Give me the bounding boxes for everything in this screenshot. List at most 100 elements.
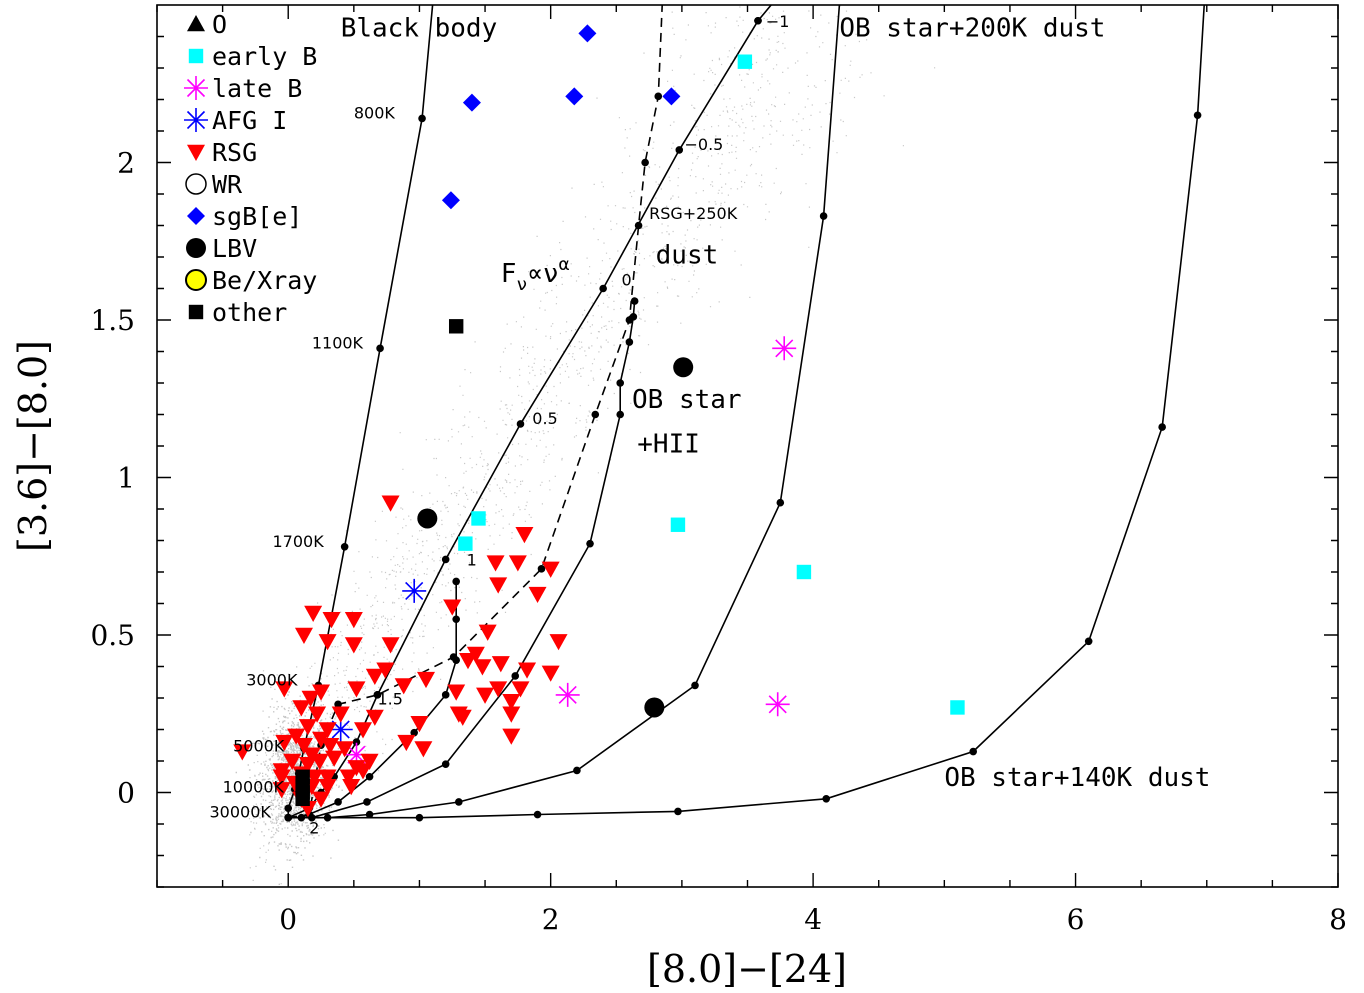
legend-marker <box>185 269 207 291</box>
point-rsg <box>344 612 363 629</box>
point-rsg <box>339 769 358 786</box>
model-node <box>625 316 634 324</box>
annotations: Black body OB star+200K dust RSG+250K dust O… <box>209 12 1210 837</box>
x-tick-label: 8 <box>1329 903 1347 936</box>
model-node <box>591 410 600 419</box>
point-early-b <box>796 564 812 580</box>
legend-marker <box>186 238 206 258</box>
point-rsg <box>304 605 323 622</box>
model-tracks <box>284 4 1205 822</box>
point-rsg <box>322 612 341 629</box>
model-node <box>969 747 978 756</box>
point-rsg <box>515 527 534 544</box>
model-node <box>634 221 643 230</box>
point-rsg <box>541 665 560 682</box>
point-rsg <box>275 681 294 698</box>
fnu-label: Fν∝να <box>501 254 570 295</box>
point-sgb-e- <box>565 87 584 106</box>
point-early-b <box>471 511 486 526</box>
point-rsg <box>489 577 508 594</box>
point-late-b <box>555 682 580 707</box>
legend-label: WR <box>212 170 243 199</box>
annotation: 5000K <box>233 737 285 756</box>
annotation: OB star <box>632 385 742 415</box>
model-node <box>334 798 342 806</box>
point-rsg <box>473 659 492 676</box>
x-tick-label: 0 <box>279 903 297 936</box>
legend-label: late B <box>212 74 302 103</box>
model-node <box>822 795 831 803</box>
x-tick-label: 6 <box>1067 903 1085 936</box>
model-node <box>415 813 424 822</box>
annotation: Black body <box>341 14 498 44</box>
point-rsg <box>331 706 350 723</box>
annotation: OB star+200K dust <box>839 14 1105 44</box>
point-rsg <box>318 722 337 739</box>
point-rsg <box>298 719 317 736</box>
annotation: 1100K <box>312 333 364 352</box>
legend-label: other <box>212 298 287 327</box>
model-node <box>511 672 520 680</box>
model-node <box>819 212 828 220</box>
point-rsg <box>298 756 317 774</box>
point-rsg <box>502 693 521 711</box>
model-node <box>441 691 450 699</box>
annotation: −1 <box>766 12 790 31</box>
point-rsg <box>312 731 331 748</box>
point-rsg <box>502 728 521 745</box>
model-node <box>441 760 450 768</box>
annotation: 30000K <box>209 803 271 822</box>
model-node <box>376 344 384 353</box>
model-node <box>533 810 542 819</box>
model-node <box>455 798 463 806</box>
data-points <box>233 24 965 818</box>
axes-frame: 0 2 4 6 8 0 0.5 1 1.5 2 <box>90 4 1347 936</box>
point-lbv <box>644 697 665 718</box>
y-tick-label: 1 <box>117 462 135 495</box>
model-node <box>449 653 458 661</box>
point-rsg <box>308 706 327 723</box>
annotation: 10000K <box>223 778 285 797</box>
point-rsg <box>376 662 395 679</box>
point-rsg <box>476 687 495 704</box>
tick-marks <box>156 5 1339 888</box>
point-rsg <box>312 791 331 808</box>
x-axis-label: [8.0]−[24] <box>647 947 847 991</box>
annotation: RSG+250K <box>649 204 738 223</box>
point-rsg <box>318 779 337 796</box>
annotation: 1 <box>467 551 477 570</box>
model-node <box>586 539 594 548</box>
legend-label: Be/Xray <box>212 266 317 295</box>
point-rsg <box>528 586 547 604</box>
x-tick-label: 4 <box>804 903 822 936</box>
point-rsg <box>354 722 373 739</box>
point-rsg <box>541 561 560 578</box>
annotation: OB star+140K dust <box>944 763 1210 793</box>
point-rsg <box>417 671 436 689</box>
y-tick-label: 0.5 <box>90 619 135 652</box>
point-sgb-e- <box>578 24 597 43</box>
point-rsg <box>272 769 291 786</box>
y-axis-label: [3.6]−[8.0] <box>11 340 55 552</box>
point-late-b <box>772 336 797 361</box>
model-node <box>754 16 762 25</box>
legend-label: early B <box>212 42 317 71</box>
point-rsg <box>325 750 344 767</box>
point-rsg <box>233 744 252 761</box>
model-node <box>452 577 460 586</box>
model-node <box>654 92 663 101</box>
point-rsg <box>283 753 302 770</box>
model-line-7 <box>288 4 663 819</box>
point-sgb-e- <box>462 93 481 112</box>
point-rsg <box>508 555 527 572</box>
model-node <box>616 410 625 419</box>
legend-marker <box>184 76 208 100</box>
point-early-b <box>670 517 686 532</box>
point-early-b <box>950 700 965 715</box>
point-sgb-e- <box>441 191 460 210</box>
point-rsg <box>447 684 466 701</box>
annotation: 3000K <box>246 670 298 689</box>
point-rsg <box>292 700 311 717</box>
point-rsg <box>549 634 568 651</box>
